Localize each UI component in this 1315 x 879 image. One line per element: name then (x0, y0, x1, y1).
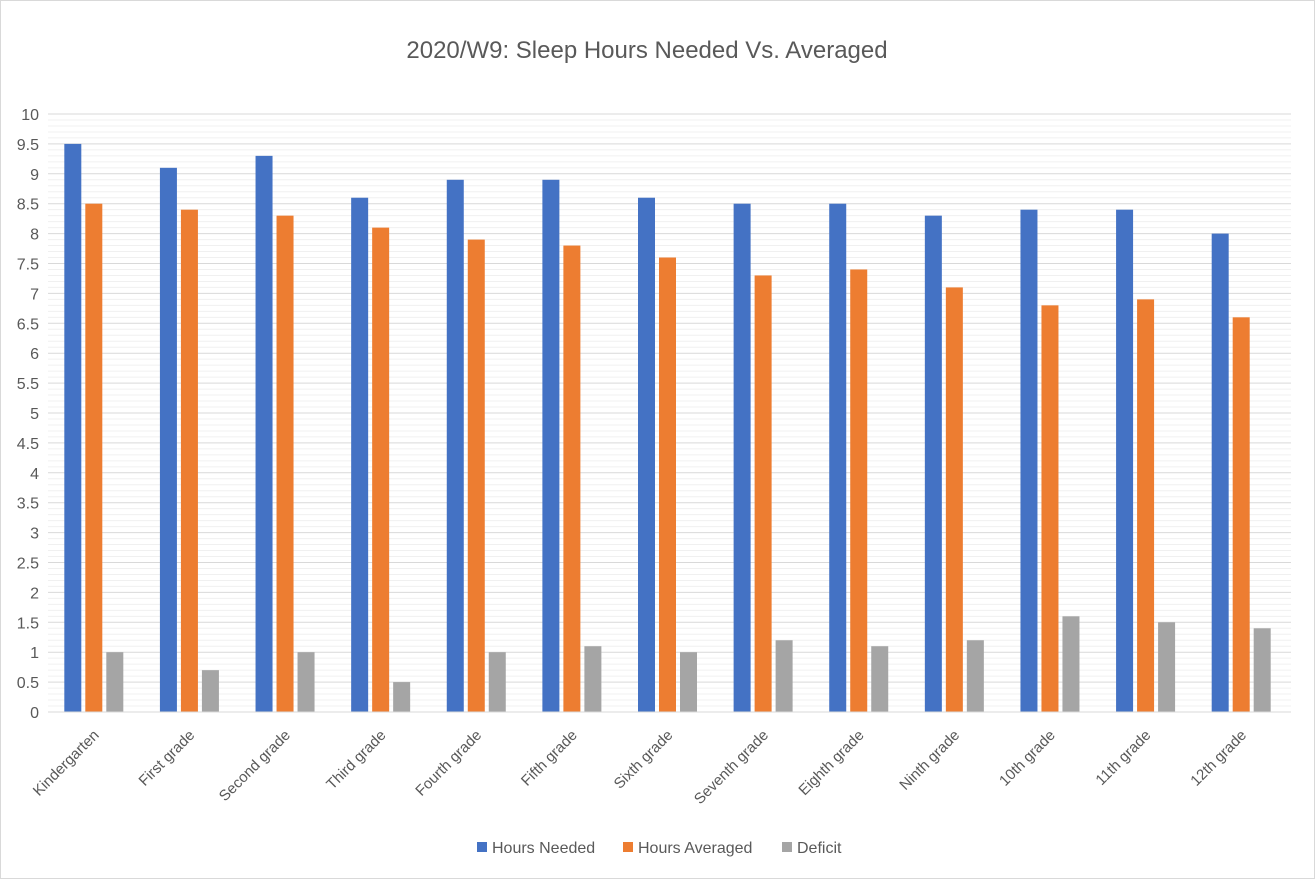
y-tick-label: 8.5 (17, 197, 39, 214)
bar-hours-averaged (1041, 305, 1059, 712)
bar-hours-averaged (1232, 317, 1250, 712)
bar-deficit (966, 640, 984, 712)
bar-deficit (488, 652, 506, 712)
bar-hours-needed (542, 179, 560, 712)
bar-hours-needed (64, 143, 82, 712)
y-tick-label: 4 (30, 466, 39, 483)
y-tick-label: 9 (30, 167, 39, 184)
x-category-label: Ninth grade (896, 727, 963, 794)
x-category-label: First grade (136, 727, 199, 790)
bar-deficit (775, 640, 793, 712)
x-category-label: Sixth grade (611, 727, 677, 793)
bar-deficit (871, 646, 889, 712)
x-category-label: Kindergarten (30, 727, 103, 800)
bar-hours-needed (1116, 209, 1134, 712)
legend-label: Deficit (797, 840, 842, 857)
y-tick-label: 8 (30, 227, 39, 244)
x-category-label: Third grade (323, 727, 389, 793)
legend-label: Hours Needed (492, 840, 595, 857)
y-tick-label: 3.5 (17, 496, 39, 513)
chart-title: 2020/W9: Sleep Hours Needed Vs. Averaged (406, 37, 887, 64)
bar-hours-needed (255, 155, 273, 713)
bar-deficit (297, 652, 315, 712)
legend-swatch (623, 842, 633, 852)
legend-swatch (477, 842, 487, 852)
y-tick-label: 6.5 (17, 316, 39, 333)
y-tick-label: 4.5 (17, 436, 39, 453)
legend-swatch (782, 842, 792, 852)
bar-hours-averaged (467, 239, 485, 712)
bar-deficit (1158, 622, 1176, 712)
bar-hours-averaged (1137, 299, 1155, 712)
bar-deficit (393, 682, 411, 712)
y-tick-label: 7.5 (17, 257, 39, 274)
x-category-label: Eighth grade (795, 727, 867, 799)
bar-hours-averaged (850, 269, 868, 712)
bar-hours-needed (159, 167, 177, 712)
y-tick-label: 3 (30, 526, 39, 543)
y-tick-label: 1 (30, 645, 39, 662)
bar-deficit (584, 646, 602, 712)
x-category-label: 12th grade (1187, 727, 1250, 790)
bar-hours-needed (351, 197, 369, 713)
legend-label: Hours Averaged (638, 840, 752, 857)
x-category-label: Fifth grade (518, 727, 581, 790)
y-tick-label: 0.5 (17, 675, 39, 692)
y-tick-label: 2.5 (17, 556, 39, 573)
bar-deficit (1253, 628, 1271, 712)
bar-deficit (201, 670, 219, 712)
bar-hours-needed (1211, 233, 1229, 712)
y-tick-label: 6 (30, 346, 39, 363)
bar-hours-needed (924, 215, 942, 712)
y-tick-label: 5 (30, 406, 39, 423)
x-category-label: 11th grade (1092, 727, 1154, 789)
x-category-label: Second grade (216, 727, 294, 805)
bar-deficit (106, 652, 124, 712)
bar-deficit (1062, 616, 1080, 712)
y-tick-label: 2 (30, 585, 39, 602)
y-tick-label: 9.5 (17, 137, 39, 154)
bar-hours-averaged (85, 203, 103, 712)
y-tick-label: 7 (30, 286, 39, 303)
bar-hours-averaged (276, 215, 294, 712)
bar-hours-averaged (659, 257, 676, 712)
y-tick-label: 0 (30, 705, 39, 722)
y-tick-label: 5.5 (17, 376, 39, 393)
bar-hours-needed (446, 179, 464, 712)
x-category-label: Seventh grade (691, 727, 772, 808)
bars (64, 143, 1271, 713)
x-category-label: 10th grade (996, 727, 1059, 790)
bar-deficit (680, 652, 697, 712)
bar-hours-needed (733, 203, 751, 712)
bar-hours-averaged (945, 287, 963, 712)
y-tick-label: 10 (21, 107, 39, 124)
bar-hours-needed (829, 203, 847, 712)
bar-hours-needed (638, 197, 655, 713)
legend: Hours Needed Hours Averaged Deficit (477, 840, 842, 857)
bar-hours-averaged (754, 275, 772, 712)
bar-hours-needed (1020, 209, 1038, 712)
x-category-label: Fourth grade (412, 727, 485, 800)
x-axis-categories: Kindergarten First grade Second grade Third… (30, 727, 1250, 808)
y-axis-ticks: 0 0.5 1 1.5 2 2.5 3 3.5 4 4.5 5 5.5 6 6.5 7 7.5 8 8.5 9 9.5… (17, 107, 39, 722)
bar-hours-averaged (372, 227, 390, 712)
bar-hours-averaged (180, 209, 198, 712)
y-tick-label: 1.5 (17, 615, 39, 632)
bar-hours-averaged (563, 245, 581, 712)
